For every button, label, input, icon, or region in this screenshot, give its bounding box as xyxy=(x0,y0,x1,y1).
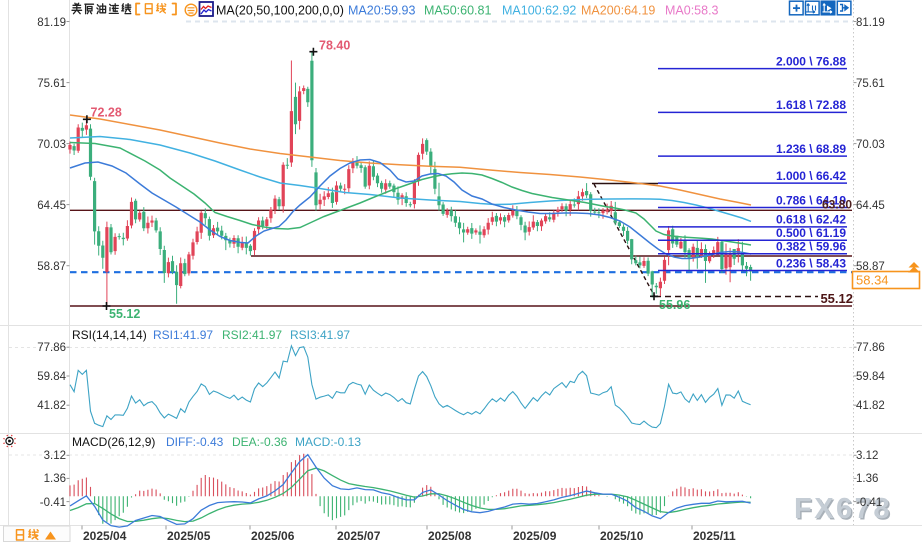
svg-text:0.618 \ 62.42: 0.618 \ 62.42 xyxy=(776,213,846,227)
svg-text:3.12: 3.12 xyxy=(44,450,66,462)
svg-text:2025/04: 2025/04 xyxy=(83,529,127,543)
svg-text:0.786 \ 64.19: 0.786 \ 64.19 xyxy=(776,193,846,207)
svg-text:-0.41: -0.41 xyxy=(856,497,882,509)
svg-text:75.61: 75.61 xyxy=(37,78,66,90)
svg-text:DEA:-0.36: DEA:-0.36 xyxy=(232,435,288,449)
svg-text:0.500 \ 61.19: 0.500 \ 61.19 xyxy=(776,226,846,240)
svg-text:2.000 \ 76.88: 2.000 \ 76.88 xyxy=(776,54,846,68)
svg-text:RSI(14,14,14): RSI(14,14,14) xyxy=(72,328,147,342)
svg-text:MACD:-0.13: MACD:-0.13 xyxy=(295,435,361,449)
svg-text:RSI2:41.97: RSI2:41.97 xyxy=(222,328,282,342)
svg-text:2025/10: 2025/10 xyxy=(600,529,644,543)
svg-text:MA100:62.92: MA100:62.92 xyxy=(502,4,576,18)
svg-text:MA0:58.3: MA0:58.3 xyxy=(665,4,719,18)
svg-text:1.618 \ 72.88: 1.618 \ 72.88 xyxy=(776,98,846,112)
svg-text:MA50:60.81: MA50:60.81 xyxy=(424,4,491,18)
svg-text:64.45: 64.45 xyxy=(856,200,885,212)
svg-text:63.80: 63.80 xyxy=(822,198,852,212)
svg-text:41.82: 41.82 xyxy=(37,400,66,412)
svg-text:81.19: 81.19 xyxy=(37,17,66,29)
svg-text:55.12: 55.12 xyxy=(109,307,140,321)
svg-text:3.12: 3.12 xyxy=(856,450,878,462)
svg-text:55.96: 55.96 xyxy=(659,298,690,312)
svg-text:DIFF:-0.43: DIFF:-0.43 xyxy=(166,435,224,449)
svg-text:0.382 \ 59.96: 0.382 \ 59.96 xyxy=(776,240,846,254)
svg-text:58.34: 58.34 xyxy=(856,273,889,288)
svg-text:MA(20,50,100,200,0,0): MA(20,50,100,200,0,0) xyxy=(216,4,344,18)
svg-text:59.84: 59.84 xyxy=(856,371,885,383)
svg-text:MA20:59.93: MA20:59.93 xyxy=(348,4,415,18)
svg-text:2025/08: 2025/08 xyxy=(428,529,472,543)
svg-text:2025/05: 2025/05 xyxy=(167,529,211,543)
svg-text:41.82: 41.82 xyxy=(856,400,885,412)
svg-text:72.28: 72.28 xyxy=(91,106,122,120)
svg-text:70.03: 70.03 xyxy=(37,139,66,151)
svg-text:1.36: 1.36 xyxy=(856,473,878,485)
svg-text:2025/09: 2025/09 xyxy=(513,529,557,543)
svg-text:2025/06: 2025/06 xyxy=(251,529,295,543)
svg-text:2025/11: 2025/11 xyxy=(693,529,736,543)
svg-text:70.03: 70.03 xyxy=(856,139,885,151)
svg-text:-0.41: -0.41 xyxy=(40,497,66,509)
svg-text:81.19: 81.19 xyxy=(856,17,885,29)
svg-text:1.000 \ 66.42: 1.000 \ 66.42 xyxy=(776,169,846,183)
svg-text:64.45: 64.45 xyxy=(37,200,66,212)
svg-text:RSI3:41.97: RSI3:41.97 xyxy=(290,328,350,342)
svg-text:78.40: 78.40 xyxy=(319,39,350,53)
svg-text:59.84: 59.84 xyxy=(37,371,66,383)
svg-text:77.86: 77.86 xyxy=(37,342,66,354)
svg-text:MACD(26,12,9): MACD(26,12,9) xyxy=(72,435,155,449)
svg-text:2025/07: 2025/07 xyxy=(337,529,381,543)
svg-text:FX678: FX678 xyxy=(794,493,892,525)
svg-text:0.236 \ 58.43: 0.236 \ 58.43 xyxy=(776,256,846,270)
svg-text:55.12: 55.12 xyxy=(820,291,853,306)
svg-text:58.87: 58.87 xyxy=(856,261,885,273)
svg-text:MA200:64.19: MA200:64.19 xyxy=(581,4,655,18)
svg-text:58.87: 58.87 xyxy=(37,261,66,273)
svg-text:RSI1:41.97: RSI1:41.97 xyxy=(153,328,213,342)
svg-text:1.36: 1.36 xyxy=(44,473,66,485)
svg-text:77.86: 77.86 xyxy=(856,342,885,354)
svg-text:75.61: 75.61 xyxy=(856,78,885,90)
svg-text:1.236 \ 68.89: 1.236 \ 68.89 xyxy=(776,142,846,156)
